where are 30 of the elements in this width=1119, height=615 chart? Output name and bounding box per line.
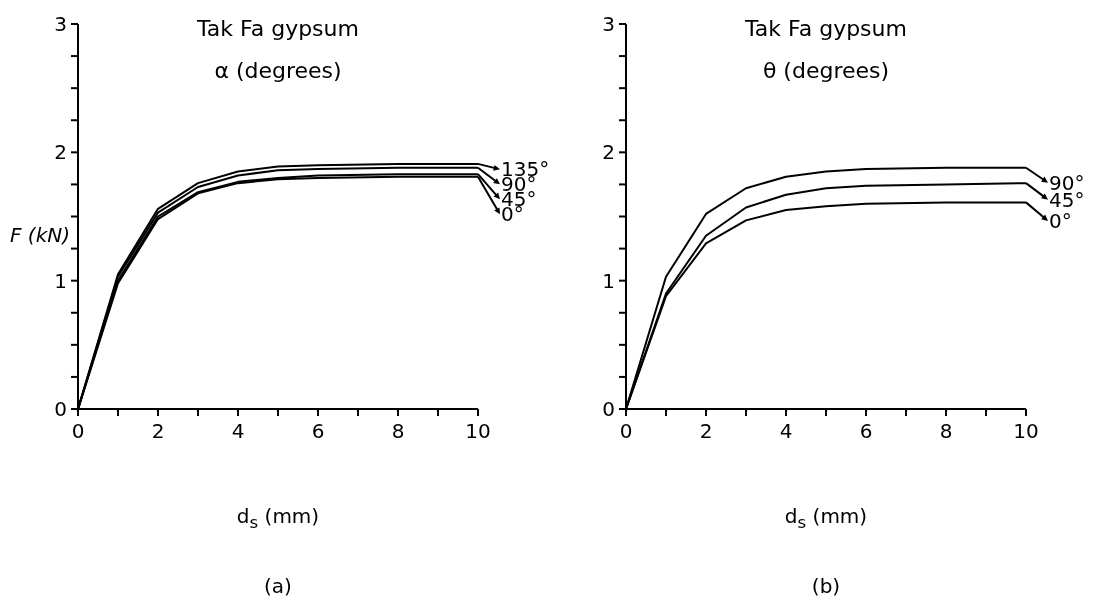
legend-title: α (degrees)	[214, 58, 342, 83]
x-tick-label: 2	[699, 419, 713, 444]
x-tick-label: 2	[151, 419, 165, 444]
y-tick-label: 2	[54, 140, 67, 165]
x-tick-label: 6	[311, 419, 325, 444]
x-tick-label: 10	[1013, 419, 1039, 444]
x-tick-label: 8	[939, 419, 953, 444]
x-tick-label: 8	[391, 419, 405, 444]
x-axis-title: d$_{s}$ (mm)	[784, 504, 868, 532]
legend-title: θ (degrees)	[762, 58, 890, 83]
x-tick-label: 6	[859, 419, 873, 444]
chart-title: Tak Fa gypsum	[745, 16, 907, 41]
y-tick-label: 3	[54, 12, 67, 37]
x-tick-label: 0	[619, 419, 633, 444]
y-tick-label: 0	[602, 397, 615, 422]
y-tick-label: 2	[602, 140, 615, 165]
x-tick-label: 4	[779, 419, 793, 444]
y-tick-label: 3	[602, 12, 615, 37]
legend-label: 0°	[1049, 208, 1072, 233]
y-tick-label: 1	[602, 268, 615, 293]
y-tick-label: 0	[54, 397, 67, 422]
text: (b)	[811, 574, 841, 598]
chart-title: Tak Fa gypsum	[197, 16, 359, 41]
x-tick-label: 10	[465, 419, 491, 444]
y-axis-title: F (kN)	[10, 222, 71, 247]
text: (a)	[264, 574, 292, 598]
y-tick-label: 1	[54, 268, 67, 293]
x-tick-label: 0	[71, 419, 85, 444]
x-axis-title: d$_{s}$ (mm)	[236, 504, 320, 532]
x-tick-label: 4	[231, 419, 245, 444]
